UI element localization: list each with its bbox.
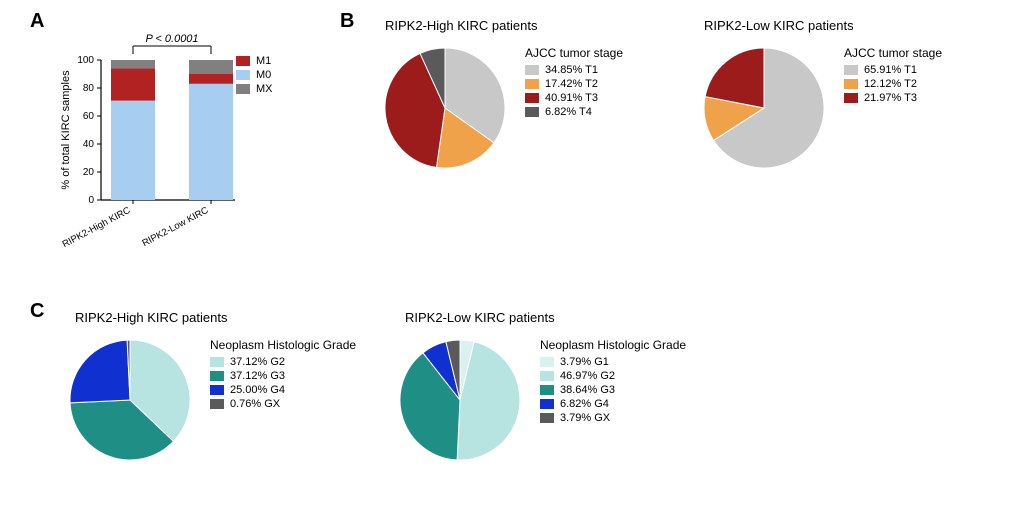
panel-b-pie1: [375, 38, 515, 181]
legend-label: 0.76% GX: [230, 398, 280, 410]
panel-a-legend-row: M0: [236, 69, 273, 81]
legend-row: 6.82% G4: [540, 398, 686, 410]
legend-swatch: [525, 107, 539, 117]
legend-swatch: [210, 385, 224, 395]
legend-swatch: [844, 93, 858, 103]
svg-text:RIPK2-Low KIRC: RIPK2-Low KIRC: [140, 205, 210, 249]
panel-c-pie1-title: RIPK2-High KIRC patients: [75, 310, 227, 325]
legend-swatch: [236, 84, 250, 94]
panel-b-pie1-legend: AJCC tumor stage 34.85% T1 17.42% T2 40.91%…: [525, 46, 623, 120]
svg-text:RIPK2-High KIRC: RIPK2-High KIRC: [61, 205, 133, 250]
legend-swatch: [540, 399, 554, 409]
legend-title: AJCC tumor stage: [525, 46, 623, 60]
legend-swatch: [844, 79, 858, 89]
legend-row: 3.79% G1: [540, 356, 686, 368]
legend-row: 25.00% G4: [210, 384, 356, 396]
panel-a-legend: M1 M0 MX: [236, 55, 273, 97]
legend-label: MX: [256, 83, 273, 95]
svg-text:P < 0.0001: P < 0.0001: [145, 33, 198, 45]
legend-row: 0.76% GX: [210, 398, 356, 410]
legend-label: 34.85% T1: [545, 64, 598, 76]
legend-row: 46.97% G2: [540, 370, 686, 382]
legend-label: 3.79% G1: [560, 356, 609, 368]
legend-title: AJCC tumor stage: [844, 46, 942, 60]
legend-row: 34.85% T1: [525, 64, 623, 76]
legend-label: 25.00% G4: [230, 384, 285, 396]
legend-label: 46.97% G2: [560, 370, 615, 382]
panel-c-pie2-title: RIPK2-Low KIRC patients: [405, 310, 555, 325]
legend-label: 6.82% G4: [560, 398, 609, 410]
legend-swatch: [236, 70, 250, 80]
panel-b-pie2-svg: [694, 38, 834, 178]
svg-text:60: 60: [83, 111, 95, 122]
legend-swatch: [540, 357, 554, 367]
legend-row: 37.12% G2: [210, 356, 356, 368]
legend-label: 6.82% T4: [545, 106, 592, 118]
panel-c-pie2: [390, 330, 530, 473]
panel-a-chart: 0 20 40 60 80 100 % of total KIRC samples RIPK2…: [55, 30, 335, 265]
legend-row: 6.82% T4: [525, 106, 623, 118]
panel-b-pie2-title: RIPK2-Low KIRC patients: [704, 18, 854, 33]
legend-swatch: [236, 56, 250, 66]
legend-label: M0: [256, 69, 271, 81]
legend-swatch: [525, 79, 539, 89]
legend-swatch: [210, 371, 224, 381]
panel-b-pie2: [694, 38, 834, 181]
legend-title: Neoplasm Histologic Grade: [210, 338, 356, 352]
figure-root: A 0 20 40 60 80 100 % of total KIRC samples RIP…: [0, 0, 1020, 529]
legend-row: 12.12% T2: [844, 78, 942, 90]
legend-swatch: [210, 399, 224, 409]
legend-label: 3.79% GX: [560, 412, 610, 424]
panel-a-legend-row: M1: [236, 55, 273, 67]
legend-row: 40.91% T3: [525, 92, 623, 104]
panel-a-legend-row: MX: [236, 83, 273, 95]
panel-a-svg: 0 20 40 60 80 100 % of total KIRC samples RIPK2…: [55, 30, 335, 265]
panel-c-label: C: [30, 300, 44, 323]
legend-swatch: [540, 371, 554, 381]
panel-b-pie2-legend: AJCC tumor stage 65.91% T1 12.12% T2 21.97%…: [844, 46, 942, 106]
legend-row: 65.91% T1: [844, 64, 942, 76]
legend-row: 17.42% T2: [525, 78, 623, 90]
panel-b-pie1-svg: [375, 38, 515, 178]
legend-swatch: [525, 93, 539, 103]
legend-row: 3.79% GX: [540, 412, 686, 424]
legend-swatch: [540, 413, 554, 423]
legend-row: 38.64% G3: [540, 384, 686, 396]
panel-b-pie1-title: RIPK2-High KIRC patients: [385, 18, 537, 33]
svg-text:80: 80: [83, 83, 95, 94]
svg-text:0: 0: [88, 195, 94, 206]
legend-label: M1: [256, 55, 271, 67]
panel-c-pie2-svg: [390, 330, 530, 470]
legend-row: 21.97% T3: [844, 92, 942, 104]
svg-text:20: 20: [83, 167, 95, 178]
legend-label: 65.91% T1: [864, 64, 917, 76]
legend-label: 21.97% T3: [864, 92, 917, 104]
svg-text:40: 40: [83, 139, 95, 150]
legend-swatch: [844, 65, 858, 75]
svg-text:% of total KIRC samples: % of total KIRC samples: [60, 70, 72, 190]
legend-label: 17.42% T2: [545, 78, 598, 90]
panel-a-label: A: [30, 10, 44, 33]
legend-label: 12.12% T2: [864, 78, 917, 90]
legend-swatch: [540, 385, 554, 395]
legend-label: 37.12% G3: [230, 370, 285, 382]
panel-c-pie1: [60, 330, 200, 473]
panel-c-pie1-svg: [60, 330, 200, 470]
legend-title: Neoplasm Histologic Grade: [540, 338, 686, 352]
panel-c-pie2-legend: Neoplasm Histologic Grade 3.79% G1 46.97% …: [540, 338, 686, 426]
panel-c-pie1-legend: Neoplasm Histologic Grade 37.12% G2 37.12%…: [210, 338, 356, 412]
legend-swatch: [525, 65, 539, 75]
legend-label: 40.91% T3: [545, 92, 598, 104]
legend-label: 37.12% G2: [230, 356, 285, 368]
legend-row: 37.12% G3: [210, 370, 356, 382]
panel-b-label: B: [340, 10, 354, 33]
legend-swatch: [210, 357, 224, 367]
svg-text:100: 100: [77, 55, 94, 66]
legend-label: 38.64% G3: [560, 384, 615, 396]
